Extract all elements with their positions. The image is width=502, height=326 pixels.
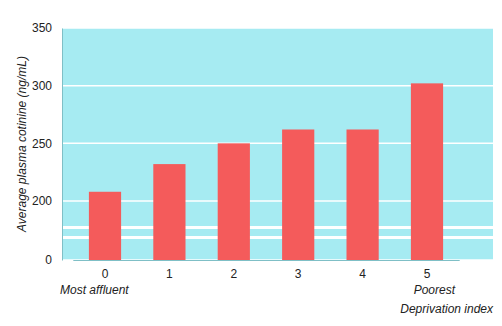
y-tick: 300 xyxy=(32,79,62,93)
bar xyxy=(347,129,379,260)
bar xyxy=(153,164,185,260)
y-axis-title: Average plasma cotinine (ng/mL) xyxy=(15,56,29,233)
y-tick-label: 350 xyxy=(32,21,52,35)
grid-line xyxy=(62,27,493,29)
x-tick-label: 4 xyxy=(359,267,366,281)
x-tick-label: 5 xyxy=(424,267,431,281)
x-tick: 1 xyxy=(166,260,173,281)
y-tick-label: 250 xyxy=(32,137,52,151)
y-tick: 0 xyxy=(45,253,62,267)
y-axis-line xyxy=(62,29,63,261)
grid xyxy=(62,28,493,260)
y-tick: 350 xyxy=(32,21,62,35)
y-tick: 200 xyxy=(32,194,62,208)
bar xyxy=(218,143,250,260)
x-tick: 4 xyxy=(359,260,366,281)
x-tick: 0 xyxy=(102,260,109,281)
bar xyxy=(411,83,443,260)
plot-background xyxy=(62,28,493,260)
y-tick-label: 300 xyxy=(32,79,52,93)
annotation: Poorest xyxy=(414,283,456,297)
x-tick-label: 1 xyxy=(166,267,173,281)
x-tick-label: 0 xyxy=(102,267,109,281)
x-tick: 3 xyxy=(295,260,302,281)
y-tick-label: 200 xyxy=(32,194,52,208)
x-tick: 5 xyxy=(424,260,431,281)
annotation: Most affluent xyxy=(60,283,129,297)
bar xyxy=(282,129,314,260)
bar xyxy=(89,192,121,260)
x-tick-label: 3 xyxy=(295,267,302,281)
x-tick-label: 2 xyxy=(230,267,237,281)
x-axis-line xyxy=(73,260,459,261)
y-axis: 0 200 250 300 350 xyxy=(32,21,63,267)
y-tick-label: 0 xyxy=(45,253,52,267)
x-tick: 2 xyxy=(230,260,237,281)
x-axis: 0 1 2 3 4 5 xyxy=(73,260,459,281)
bars xyxy=(89,83,443,260)
y-tick: 250 xyxy=(32,137,62,151)
chart: 0 200 250 300 350 0 1 2 3 4 5 Most affluent Poorest D… xyxy=(0,0,502,326)
annotations: Most affluent Poorest xyxy=(60,283,456,297)
x-axis-title: Deprivation index xyxy=(400,302,494,316)
